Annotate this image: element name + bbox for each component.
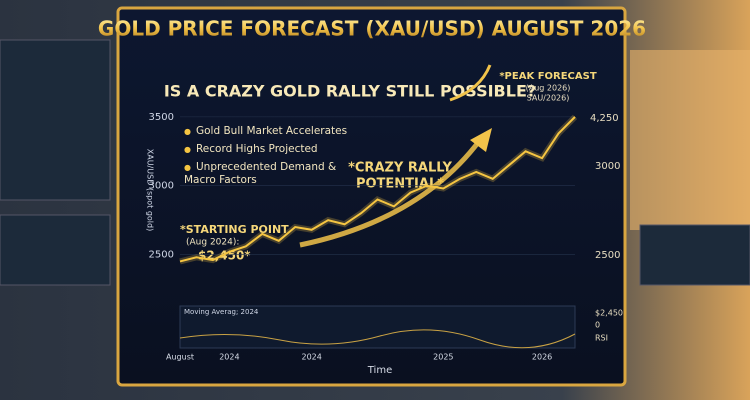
monitor	[639, 224, 750, 286]
annotation: *CRAZY RALLY	[348, 161, 452, 176]
y-axis-label: XAU/USD (spot gold)	[146, 149, 155, 231]
rsi-line	[179, 329, 576, 349]
annotation: (Aug 2026)	[526, 84, 571, 93]
indicator-panel	[179, 305, 576, 349]
right-label: 2500	[595, 250, 620, 261]
x-axis-label: Time	[367, 365, 392, 376]
y-tick-label: 3000	[149, 181, 174, 192]
x-tick-label: 2024	[219, 353, 239, 362]
chart-title: GOLD PRICE FORECAST (XAU/USD) AUGUST 202…	[98, 17, 646, 41]
monitor	[0, 214, 111, 286]
right-label: 4,250	[590, 113, 619, 124]
panel-label: Moving Averag; 2024	[184, 308, 259, 316]
x-tick-label: 2026	[532, 353, 552, 362]
x-tick-label: 2024	[301, 353, 321, 362]
rally-arrow	[299, 138, 482, 248]
bullet: Gold Bull Market Accelerates	[184, 125, 349, 138]
monitor	[0, 39, 111, 201]
annotation: *PEAK FORECAST	[499, 71, 597, 82]
x-tick-label: August	[166, 353, 194, 362]
chart-panel	[116, 6, 627, 387]
x-tick-label: 2025	[433, 353, 453, 362]
window	[630, 50, 750, 230]
annotation: SAU/2026)	[527, 94, 570, 103]
annotation: *STARTING POINT	[180, 223, 289, 236]
rally-arrow	[449, 64, 492, 102]
right-label: 0	[595, 321, 600, 330]
bullet: Record Highs Projected	[184, 143, 349, 156]
y-tick-label: 3500	[149, 112, 174, 123]
chart-subtitle: IS A CRAZY GOLD RALLY STILL POSSIBLE?	[164, 82, 536, 101]
right-label: $2,450	[595, 309, 623, 318]
annotation: (Aug 2024):	[186, 238, 239, 248]
arrow-head	[470, 128, 492, 152]
y-tick-label: 2500	[149, 250, 174, 261]
right-label: RSI	[595, 334, 608, 343]
bullet: Unprecedented Demand & Macro Factors	[184, 161, 349, 187]
price-line	[179, 116, 576, 263]
right-label: 3000	[595, 161, 620, 172]
